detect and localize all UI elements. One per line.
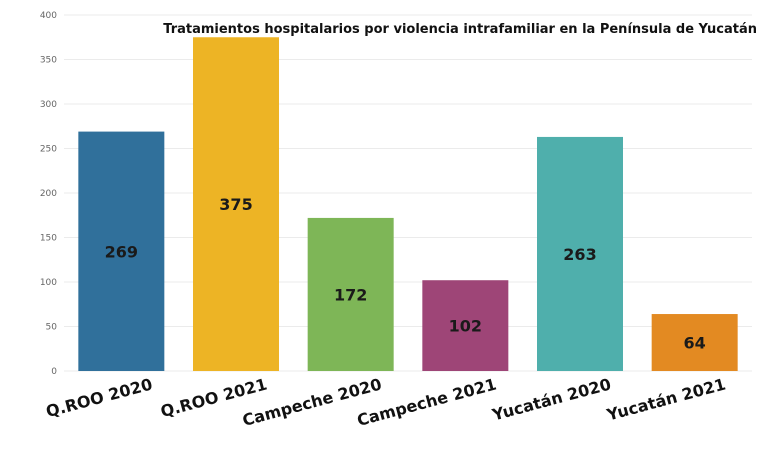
bar-value-label: 64 [684,334,706,353]
y-tick-label: 300 [40,100,57,110]
chart-title: Tratamientos hospitalarios por violencia… [163,22,757,37]
x-tick-label: Yucatán 2021 [604,375,728,425]
bar-value-label: 269 [105,242,138,261]
y-tick-label: 100 [40,278,57,288]
x-tick-label: Q.ROO 2020 [44,375,155,422]
bar-value-label: 172 [334,285,367,304]
bar [193,37,279,371]
bar [651,314,738,371]
bar-value-label: 102 [449,317,482,336]
y-tick-label: 400 [40,11,57,21]
grid-lines [64,14,752,372]
bar-value-label: 263 [563,245,596,264]
bar-value-label: 375 [219,195,252,214]
y-tick-label: 200 [40,189,57,199]
y-tick-label: 50 [46,323,58,333]
y-axis: 0 50 100 150 200 250 300 350 400 [40,11,57,377]
bar [307,217,394,371]
y-tick-label: 350 [40,56,57,66]
bar [78,131,165,371]
y-tick-label: 250 [40,145,57,155]
bar [537,136,623,371]
x-tick-label: Yucatán 2020 [489,375,613,425]
y-tick-label: 0 [51,367,57,377]
bars: 269 375 172 102 263 64 [78,37,738,371]
y-tick-label: 150 [40,234,57,244]
bar [422,280,509,371]
